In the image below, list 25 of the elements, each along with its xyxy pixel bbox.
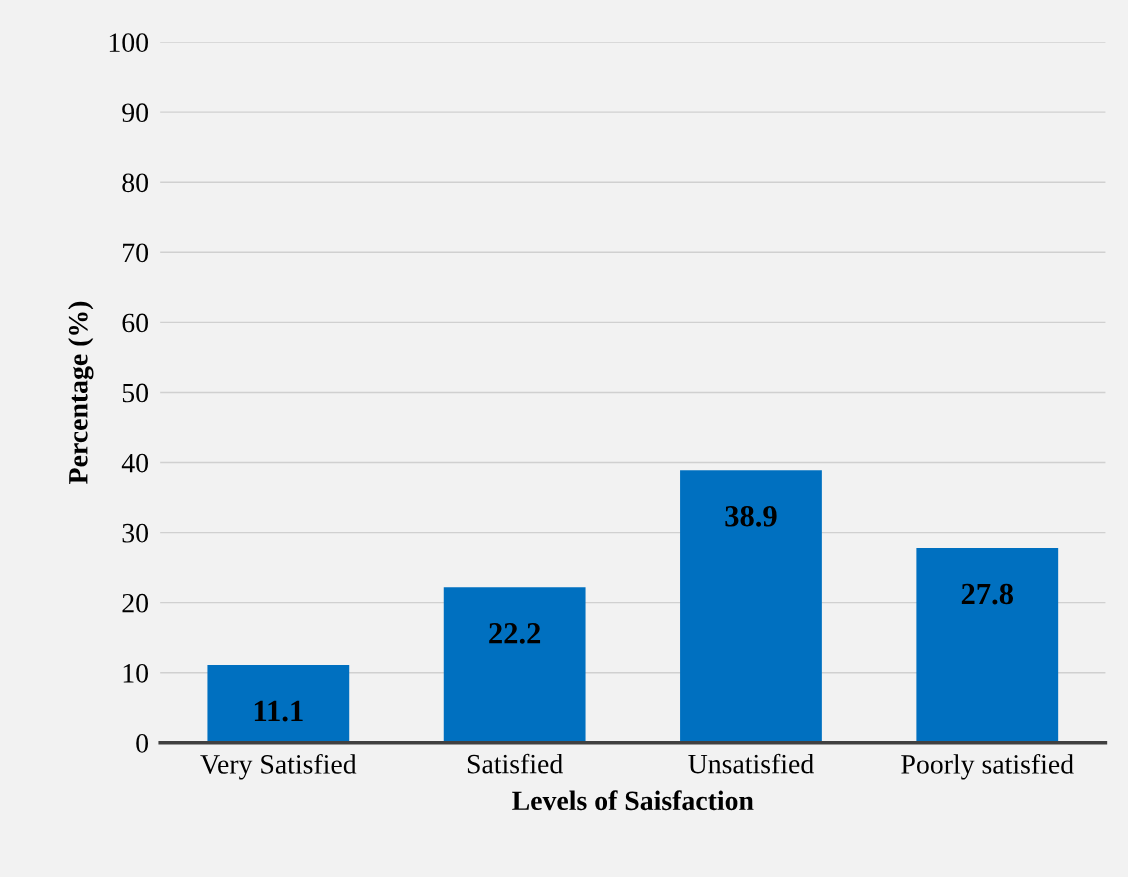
y-tick-label: 100 <box>109 33 149 53</box>
x-tick-label: Very Satisfied <box>200 753 357 780</box>
y-tick-label: 60 <box>122 313 149 333</box>
y-tick-label: 50 <box>122 383 149 403</box>
bar <box>207 665 350 743</box>
data-label: 22.2 <box>489 623 541 644</box>
x-tick-label: Poorly satisfied <box>901 753 1074 780</box>
bar <box>916 548 1059 743</box>
y-tick-label: 40 <box>121 453 149 473</box>
y-tick-label: 80 <box>122 173 149 193</box>
x-tick-label: Unsatisfied <box>688 753 814 774</box>
data-label: 38.9 <box>725 505 777 527</box>
y-axis-title: Percentage (%) <box>68 301 94 484</box>
data-label: 27.8 <box>961 583 1014 605</box>
x-axis-title: Levels of Saisfaction <box>512 790 754 811</box>
x-tick-label: Satisfied <box>467 753 563 774</box>
y-tick-label: 10 <box>123 663 149 683</box>
y-tick-label: 70 <box>123 243 149 263</box>
bar <box>443 587 586 743</box>
y-tick-label: 0 <box>136 733 149 753</box>
y-tick-label: 90 <box>122 103 149 123</box>
bar <box>680 470 822 743</box>
data-label: 11.1 <box>254 700 303 722</box>
y-tick-label: 20 <box>122 593 149 613</box>
y-tick-label: 30 <box>122 523 149 543</box>
